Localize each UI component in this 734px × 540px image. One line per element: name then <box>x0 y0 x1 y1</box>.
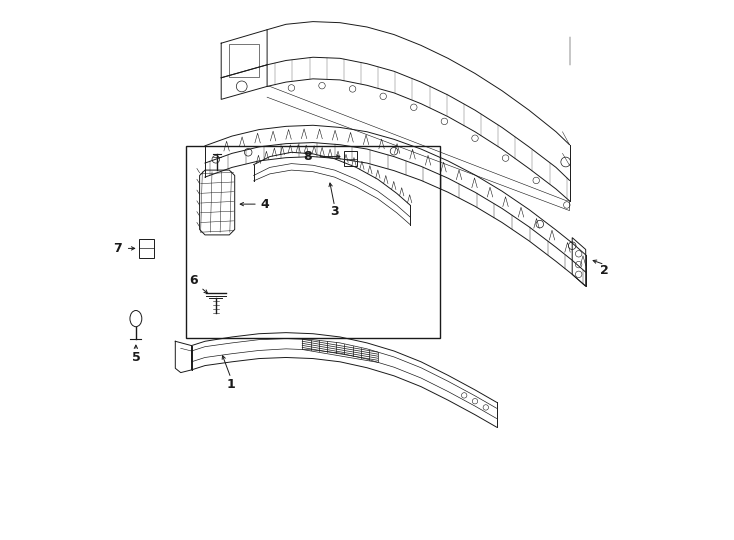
Bar <box>139 239 154 258</box>
Bar <box>344 151 357 166</box>
Text: 6: 6 <box>189 274 197 287</box>
Text: 2: 2 <box>600 264 609 276</box>
Text: 1: 1 <box>227 378 236 391</box>
Text: 4: 4 <box>260 198 269 211</box>
Bar <box>229 44 259 77</box>
Text: 5: 5 <box>131 351 140 364</box>
Text: 8: 8 <box>303 150 312 163</box>
Text: 7: 7 <box>113 242 122 255</box>
Bar <box>186 146 440 338</box>
Text: 3: 3 <box>330 205 339 218</box>
